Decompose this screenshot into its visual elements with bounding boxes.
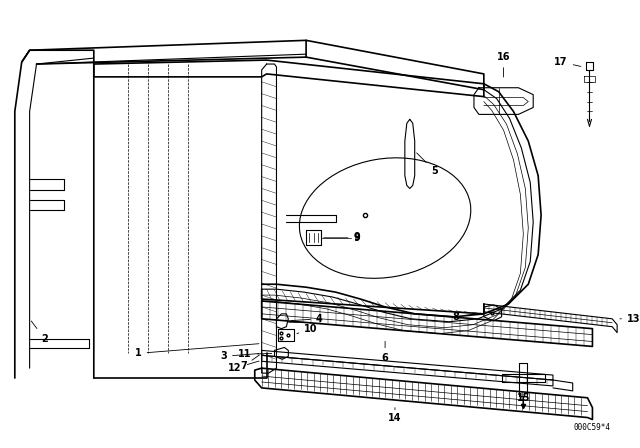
Text: 9: 9: [353, 232, 360, 242]
Text: 9: 9: [324, 233, 360, 243]
Text: 5: 5: [417, 153, 438, 176]
Text: 2: 2: [31, 321, 48, 344]
Text: 1: 1: [135, 344, 259, 358]
Text: 13: 13: [620, 314, 640, 324]
Text: 4: 4: [291, 314, 323, 324]
Text: 16: 16: [497, 52, 510, 77]
Text: 17: 17: [554, 57, 581, 67]
Text: 3: 3: [220, 351, 259, 362]
Text: 000C59*4: 000C59*4: [573, 423, 610, 432]
Text: 10: 10: [297, 323, 317, 334]
Text: 15: 15: [516, 393, 530, 403]
Text: 7: 7: [240, 355, 259, 371]
Text: 6: 6: [381, 341, 388, 363]
Text: 12: 12: [228, 361, 259, 373]
Text: 11: 11: [238, 349, 272, 359]
Text: 14: 14: [388, 408, 402, 422]
Text: 8: 8: [452, 312, 481, 322]
